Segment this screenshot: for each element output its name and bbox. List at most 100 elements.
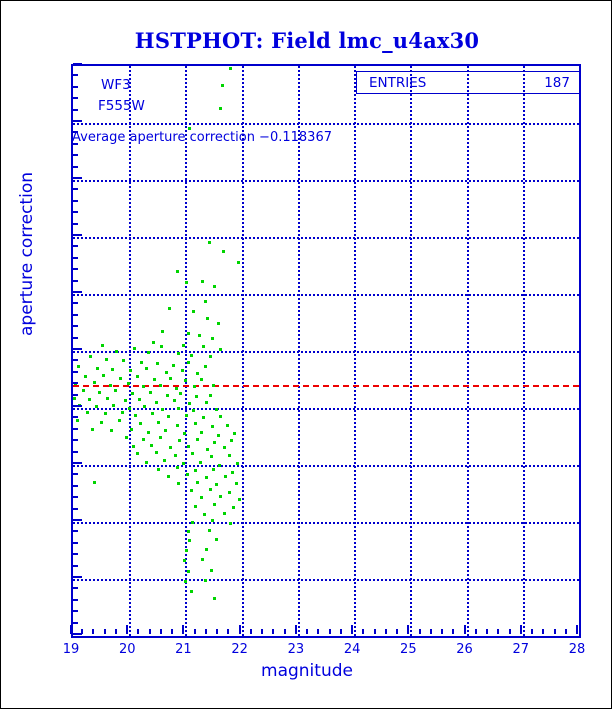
axis-tick [182,625,185,634]
axis-tick [137,629,140,634]
data-point [185,281,189,285]
axis-tick [531,629,534,634]
gridline-horizontal [73,237,579,239]
axis-tick [73,222,78,225]
data-point [218,107,222,111]
data-point [228,521,232,525]
axis-tick [73,598,78,601]
data-point [88,397,92,401]
data-point [92,480,96,484]
data-point [207,241,211,245]
axis-tick [73,74,78,77]
data-point [146,430,150,434]
x-tick-label: 28 [568,642,586,657]
data-point [99,420,103,424]
axis-tick [73,97,78,100]
data-point [209,355,213,359]
data-point [89,355,93,359]
data-point [132,444,136,448]
data-point [182,343,186,347]
data-point [213,503,217,507]
data-point [200,279,204,283]
axis-tick [73,541,78,544]
data-point [186,360,190,364]
data-point [228,67,232,71]
axis-tick [542,629,545,634]
data-point [223,446,227,450]
data-point [186,473,190,477]
data-point [194,504,198,508]
data-point [102,373,106,377]
data-point [210,519,214,523]
data-point [175,269,179,273]
data-point [201,416,205,420]
data-point [210,425,214,429]
axis-tick [317,629,320,634]
axis-tick [283,629,286,634]
data-point [191,309,195,313]
axis-tick [73,85,78,88]
data-point [160,345,164,349]
data-point [196,480,200,484]
data-point [214,407,218,411]
data-point [126,382,130,386]
data-point [208,393,212,397]
data-point [217,463,221,467]
axis-tick [159,629,162,634]
axis-tick [339,629,342,634]
data-point [200,557,204,561]
data-point [172,399,176,403]
y-axis-title: aperture correction [17,172,37,336]
gridline-horizontal [73,408,579,410]
data-point [188,127,192,131]
axis-tick [73,496,78,499]
entries-box: ENTRIES 187 [356,71,581,94]
data-point [96,366,100,370]
data-point [122,359,126,363]
axis-tick [73,131,78,134]
data-point [135,375,139,379]
data-point [192,409,196,413]
data-point [120,410,124,414]
x-tick-label: 24 [343,642,361,657]
data-point [129,427,133,431]
axis-tick [73,313,78,316]
data-point [159,436,163,440]
axis-tick [73,405,82,407]
axis-tick [73,439,78,442]
axis-tick [81,629,84,634]
data-point [234,482,238,486]
data-point [218,415,222,419]
detector-label: WF3 [101,77,131,93]
data-point [156,467,160,471]
x-tick-label: 25 [400,642,417,657]
data-point [143,405,147,409]
x-tick-label: 20 [118,642,136,657]
data-point [141,437,145,441]
axis-tick [497,629,500,634]
data-point [124,436,128,440]
data-point [167,474,171,478]
data-point [224,474,228,478]
axis-tick [306,629,309,634]
axis-tick [73,108,78,111]
axis-tick [73,621,78,624]
data-point [212,383,216,387]
axis-tick [73,633,82,635]
data-point [115,349,119,353]
data-point [117,419,121,423]
data-point [110,368,114,372]
data-point [189,489,193,493]
data-point [203,365,207,369]
axis-tick [564,629,567,634]
data-point [203,578,207,582]
axis-tick [553,629,556,634]
data-point [169,446,173,450]
axis-tick [474,629,477,634]
data-point [131,392,135,396]
plot-area [73,66,579,636]
data-point [111,403,115,407]
data-point [226,423,230,427]
data-point [189,590,193,594]
